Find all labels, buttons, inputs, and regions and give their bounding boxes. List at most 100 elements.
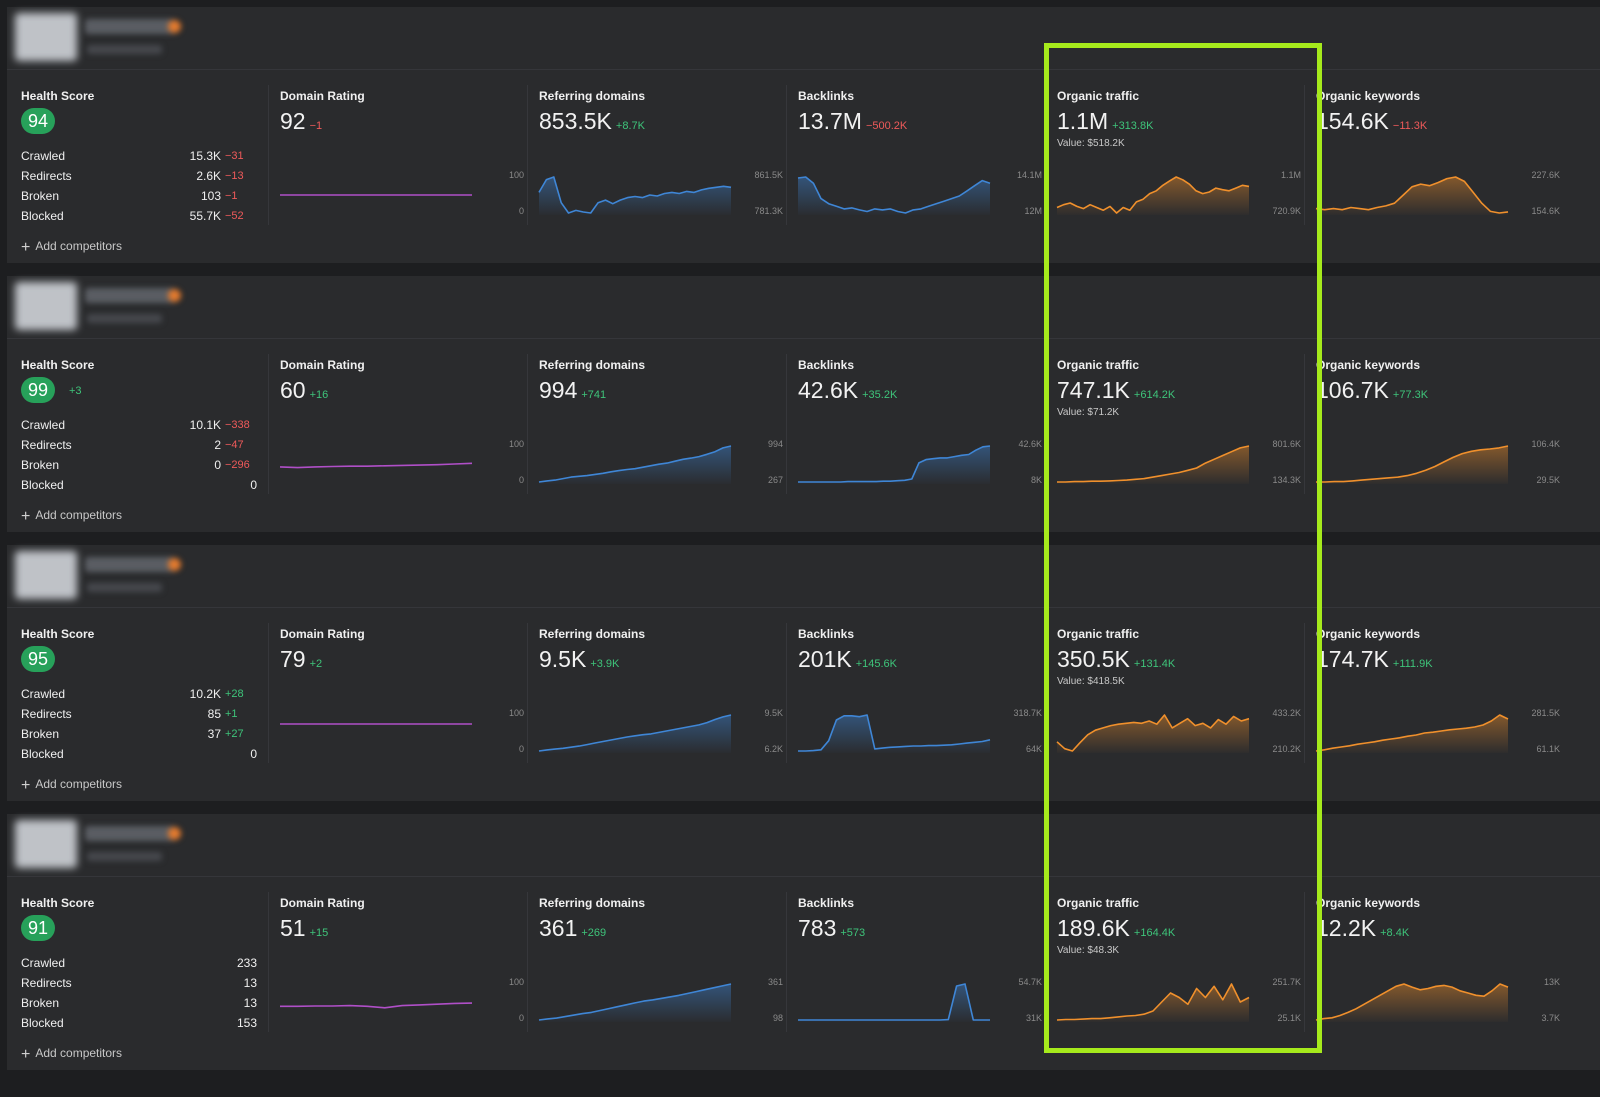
project-name-redacted[interactable] <box>85 288 181 303</box>
metric-value-number: 1.1M <box>1057 108 1109 134</box>
health-row-broken[interactable]: Broken 0 −296 <box>21 458 261 476</box>
metric-card-organic-keywords[interactable]: Organic keywords 12.2K +8.4K 13K 3.7K <box>1304 892 1564 1042</box>
health-score-label: Health Score <box>21 627 95 641</box>
health-row-delta: −47 <box>225 439 244 451</box>
sparkline-chart[interactable] <box>280 175 472 215</box>
project-logo[interactable] <box>15 13 77 61</box>
health-row-delta: −52 <box>225 210 244 222</box>
metric-label: Organic traffic <box>1057 627 1140 641</box>
metric-card-domain-rating[interactable]: Domain Rating 79 +2 100 0 <box>268 623 528 773</box>
metric-delta: +15 <box>309 927 329 939</box>
metric-card-referring-domains[interactable]: Referring domains 994 +741 994 267 <box>527 354 787 504</box>
sparkline-chart[interactable] <box>1057 444 1250 484</box>
metric-card-backlinks[interactable]: Backlinks 13.7M −500.2K 14.1M 12M <box>786 85 1046 235</box>
axis-max-label: 14.1M <box>1016 170 1042 180</box>
metric-card-organic-traffic[interactable]: Organic traffic 747.1K +614.2K Value: $71.2… <box>1045 354 1305 504</box>
metric-label: Domain Rating <box>280 358 365 372</box>
add-competitors-button[interactable]: + Add competitors <box>21 1046 122 1064</box>
health-score-badge[interactable]: 95 <box>21 646 55 672</box>
health-row-redirects[interactable]: Redirects 2 −47 <box>21 438 261 456</box>
metric-card-organic-traffic[interactable]: Organic traffic 189.6K +164.4K Value: $48.3… <box>1045 892 1305 1042</box>
health-row-broken[interactable]: Broken 37 +27 <box>21 727 261 745</box>
metric-card-referring-domains[interactable]: Referring domains 361 +269 361 98 <box>527 892 787 1042</box>
metric-label: Backlinks <box>798 627 855 641</box>
add-competitors-button[interactable]: + Add competitors <box>21 777 122 795</box>
metric-value: 154.6K −11.3K <box>1316 108 1427 135</box>
traffic-value: Value: $418.5K <box>1057 676 1125 687</box>
health-row-crawled[interactable]: Crawled 233 <box>21 956 261 974</box>
sparkline-chart[interactable] <box>538 444 732 484</box>
health-row-broken[interactable]: Broken 103 −1 <box>21 189 261 207</box>
sparkline-chart[interactable] <box>798 444 991 484</box>
health-row-label: Blocked <box>21 209 64 223</box>
metric-card-organic-keywords[interactable]: Organic keywords 106.7K +77.3K 106.4K 29.5K <box>1304 354 1564 504</box>
health-row-redirects[interactable]: Redirects 13 <box>21 976 261 994</box>
add-competitors-button[interactable]: + Add competitors <box>21 239 122 257</box>
sparkline-chart[interactable] <box>1315 175 1509 215</box>
health-row-crawled[interactable]: Crawled 10.2K +28 <box>21 687 261 705</box>
project-name-redacted[interactable] <box>85 19 181 34</box>
health-score-badge[interactable]: 94 <box>21 108 55 134</box>
project-card: Health Score 94 Crawled 15.3K −31 Redirects 2.… <box>7 7 1600 263</box>
health-row-blocked[interactable]: Blocked 0 <box>21 478 261 496</box>
health-row-blocked[interactable]: Blocked 0 <box>21 747 261 765</box>
health-row-crawled[interactable]: Crawled 10.1K −338 <box>21 418 261 436</box>
sparkline-chart[interactable] <box>280 713 472 753</box>
metric-label: Backlinks <box>798 89 855 103</box>
health-row-value: 103 <box>200 189 221 203</box>
metric-card-referring-domains[interactable]: Referring domains 9.5K +3.9K 9.5K 6.2K <box>527 623 787 773</box>
sparkline-chart[interactable] <box>1056 713 1250 753</box>
sparkline-chart[interactable] <box>280 982 473 1022</box>
metric-card-backlinks[interactable]: Backlinks 201K +145.6K 318.7K 64K <box>786 623 1046 773</box>
sparkline-chart[interactable] <box>1315 982 1509 1022</box>
metric-delta: +2 <box>309 658 323 670</box>
project-logo[interactable] <box>15 820 77 868</box>
sparkline-chart[interactable] <box>798 713 991 753</box>
axis-min-label: 0 <box>518 475 524 485</box>
health-score-badge[interactable]: 91 <box>21 915 55 941</box>
health-row-blocked[interactable]: Blocked 153 <box>21 1016 261 1034</box>
sparkline-chart[interactable] <box>797 175 991 215</box>
metric-card-domain-rating[interactable]: Domain Rating 51 +15 100 0 <box>268 892 528 1042</box>
health-row-label: Broken <box>21 189 60 203</box>
metric-card-backlinks[interactable]: Backlinks 783 +573 54.7K 31K <box>786 892 1046 1042</box>
project-logo[interactable] <box>15 282 77 330</box>
sparkline-chart[interactable] <box>1316 444 1509 484</box>
health-row-blocked[interactable]: Blocked 55.7K −52 <box>21 209 261 227</box>
sparkline-chart[interactable] <box>538 982 732 1022</box>
health-row-redirects[interactable]: Redirects 2.6K −13 <box>21 169 261 187</box>
sparkline-line <box>1315 176 1509 214</box>
health-row-redirects[interactable]: Redirects 85 +1 <box>21 707 261 725</box>
sparkline-chart[interactable] <box>279 444 473 484</box>
metric-card-organic-keywords[interactable]: Organic keywords 174.7K +111.9K 281.5K 61.1K <box>1304 623 1564 773</box>
metric-value-number: 42.6K <box>798 377 859 403</box>
health-score-block: Health Score 91 Crawled 233 Redirects 13 Broke… <box>21 892 261 1064</box>
metric-card-organic-traffic[interactable]: Organic traffic 350.5K +131.4K Value: $418.… <box>1045 623 1305 773</box>
health-row-label: Blocked <box>21 1016 64 1030</box>
project-logo[interactable] <box>15 551 77 599</box>
metric-card-referring-domains[interactable]: Referring domains 853.5K +8.7K 861.5K 781.3K <box>527 85 787 235</box>
metric-label: Domain Rating <box>280 896 365 910</box>
add-competitors-button[interactable]: + Add competitors <box>21 508 122 526</box>
health-score-badge[interactable]: 99 <box>21 377 55 403</box>
metric-card-backlinks[interactable]: Backlinks 42.6K +35.2K 42.6K 8K <box>786 354 1046 504</box>
metric-card-domain-rating[interactable]: Domain Rating 60 +16 100 0 <box>268 354 528 504</box>
sparkline-chart[interactable] <box>1056 175 1250 215</box>
metric-delta: +8.7K <box>615 120 645 132</box>
sparkline-chart[interactable] <box>538 175 732 215</box>
metric-card-domain-rating[interactable]: Domain Rating 92 −1 100 0 <box>268 85 528 235</box>
project-name-redacted[interactable] <box>85 557 181 572</box>
sparkline-chart[interactable] <box>538 713 732 753</box>
metric-card-organic-keywords[interactable]: Organic keywords 154.6K −11.3K 227.6K 154.6K <box>1304 85 1564 235</box>
axis-min-label: 31K <box>1025 1013 1042 1023</box>
sparkline-chart[interactable] <box>1056 982 1250 1022</box>
health-row-crawled[interactable]: Crawled 15.3K −31 <box>21 149 261 167</box>
project-name-redacted[interactable] <box>85 826 181 841</box>
health-row-value: 0 <box>250 747 257 761</box>
metric-card-organic-traffic[interactable]: Organic traffic 1.1M +313.8K Value: $518.2K… <box>1045 85 1305 235</box>
sparkline-chart[interactable] <box>1315 713 1509 753</box>
axis-max-label: 801.6K <box>1272 439 1301 449</box>
health-row-broken[interactable]: Broken 13 <box>21 996 261 1014</box>
sparkline-line <box>797 176 991 214</box>
sparkline-chart[interactable] <box>798 982 990 1022</box>
